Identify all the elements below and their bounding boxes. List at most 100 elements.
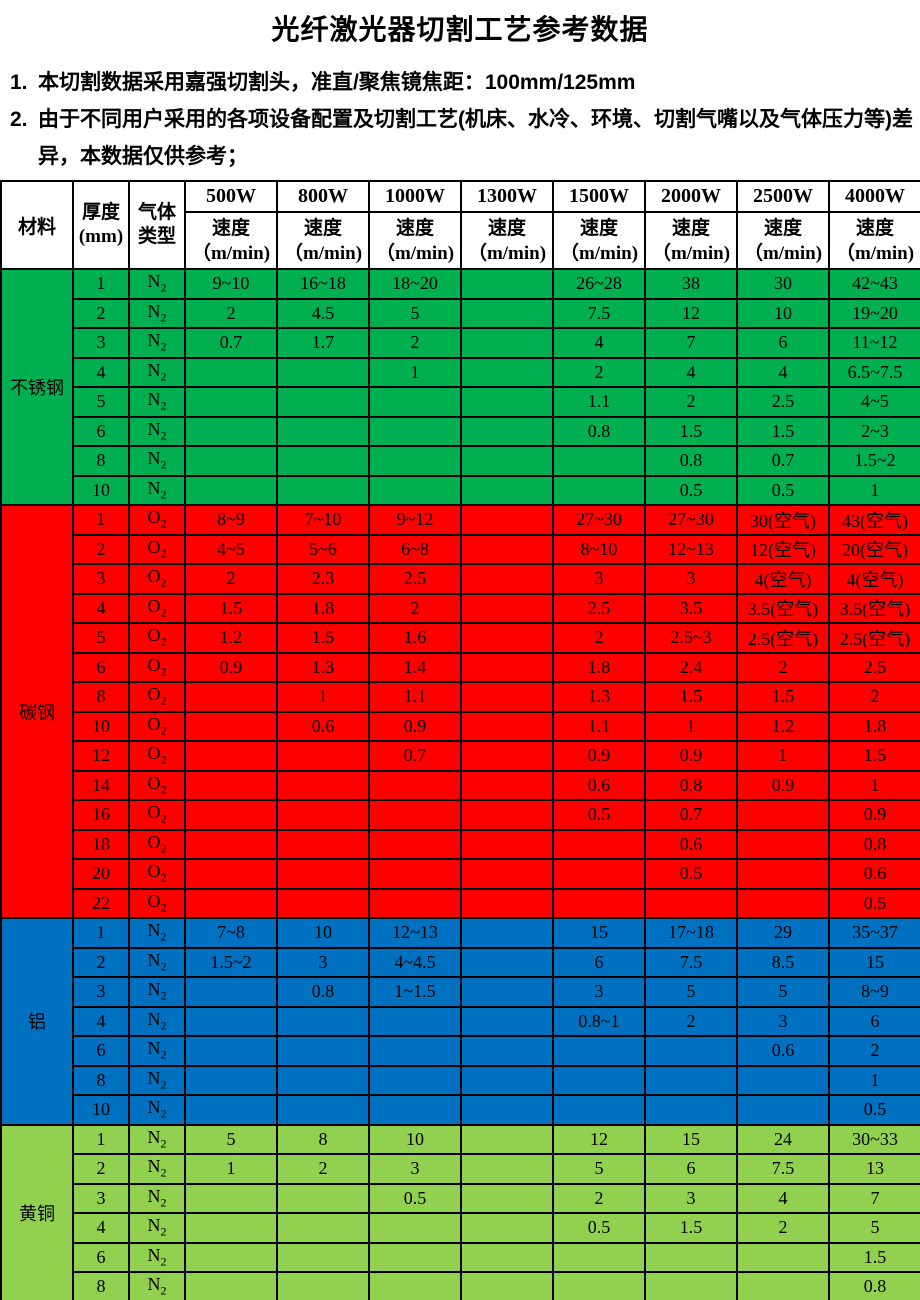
speed-cell: 12~13 xyxy=(368,917,462,949)
gas-type-cell: N2 xyxy=(128,946,186,978)
table-row: 3 N2 0.7 1.7 2 4 7 6 11~12 xyxy=(1,327,920,359)
speed-cell: 12(空气) xyxy=(736,533,830,565)
speed-cell: 2 xyxy=(552,622,646,654)
gas-type-cell: O2 xyxy=(128,858,186,890)
speed-cell: 0.8 xyxy=(644,445,738,477)
speed-cell xyxy=(184,415,278,447)
table-row: 碳钢 1 O2 8~9 7~10 9~12 27~30 27~30 30(空气) 43(空气) xyxy=(0,504,920,919)
speed-cell: 30(空气) xyxy=(736,504,830,536)
speed-cell xyxy=(460,1035,554,1067)
speed-cell xyxy=(460,327,554,359)
speed-cell: 2 xyxy=(184,297,278,329)
thickness-cell: 14 xyxy=(72,769,130,801)
speed-cell xyxy=(460,504,554,536)
speed-cell: 19~20 xyxy=(828,297,920,329)
speed-cell xyxy=(644,1035,738,1067)
speed-cell xyxy=(460,386,554,418)
speed-cell xyxy=(460,533,554,565)
thickness-cell: 1 xyxy=(72,504,130,536)
thickness-cell: 2 xyxy=(72,533,130,565)
speed-cell: 0.8 xyxy=(644,769,738,801)
gas-type-cell: N2 xyxy=(128,1064,186,1096)
speed-cell: 26~28 xyxy=(552,268,646,300)
table-row: 10 N2 0.5 xyxy=(1,1094,920,1126)
speed-cell: 12 xyxy=(644,297,738,329)
speed-cell: 8~10 xyxy=(552,533,646,565)
speed-cell xyxy=(184,710,278,742)
speed-cell: 2.5(空气) xyxy=(828,622,920,654)
speed-cell: 4 xyxy=(552,327,646,359)
gas-type-cell: O2 xyxy=(128,504,186,536)
speed-cell: 1.2 xyxy=(184,622,278,654)
speed-cell xyxy=(368,887,462,919)
table-row: 2 N2 1 2 3 5 6 7.5 13 xyxy=(1,1153,920,1185)
speed-cell: 1.5 xyxy=(828,1241,920,1273)
speed-cell: 42~43 xyxy=(828,268,920,300)
speed-cell: 0.5 xyxy=(368,1182,462,1214)
table-row: 4 N2 0.8~1 2 3 6 xyxy=(1,1005,920,1037)
table-row: 3 N2 0.5 2 3 4 7 xyxy=(1,1182,920,1214)
gas-type-cell: N2 xyxy=(128,474,186,506)
speed-cell: 0.6 xyxy=(828,858,920,890)
speed-cell: 3 xyxy=(644,1182,738,1214)
speed-cell: 1 xyxy=(644,710,738,742)
speed-cell: 1.8 xyxy=(276,592,370,624)
speed-cell: 1.1 xyxy=(552,386,646,418)
speed-unit-header: 速度 （m/min) xyxy=(552,211,646,270)
speed-cell xyxy=(460,710,554,742)
speed-unit-header: 速度 （m/min) xyxy=(644,211,738,270)
speed-cell: 1.3 xyxy=(276,651,370,683)
speed-cell xyxy=(552,828,646,860)
speed-cell: 35~37 xyxy=(828,917,920,949)
gas-type-cell: N2 xyxy=(128,1271,186,1300)
speed-cell: 6~8 xyxy=(368,533,462,565)
speed-cell: 1.5~2 xyxy=(828,445,920,477)
gas-type-cell: O2 xyxy=(128,622,186,654)
speed-cell: 0.8 xyxy=(828,828,920,860)
speed-unit-header: 速度 （m/min) xyxy=(828,211,920,270)
speed-cell: 4~5 xyxy=(184,533,278,565)
table-row: 12 O2 0.7 0.9 0.9 1 1.5 xyxy=(1,740,920,772)
speed-cell: 2 xyxy=(552,1182,646,1214)
page-title: 光纤激光器切割工艺参考数据 xyxy=(271,14,649,45)
table-row: 黄铜 1 N2 5 8 10 12 15 24 30~33 xyxy=(0,1123,920,1300)
speed-cell: 2 xyxy=(276,1153,370,1185)
gas-type-cell: O2 xyxy=(128,681,186,713)
gas-type-cell: N2 xyxy=(128,297,186,329)
speed-cell xyxy=(736,1241,830,1273)
speed-cell: 10 xyxy=(368,1123,462,1155)
speed-cell xyxy=(736,828,830,860)
speed-cell xyxy=(460,1064,554,1096)
speed-cell xyxy=(644,1271,738,1300)
speed-cell xyxy=(368,769,462,801)
speed-cell xyxy=(552,445,646,477)
gas-type-cell: N2 xyxy=(128,327,186,359)
cutting-data-table: 材料 厚度 (mm) 气体 类型 500W 800W 1000W 1300W 1500W… xyxy=(0,180,920,1300)
speed-cell: 6 xyxy=(552,946,646,978)
speed-cell xyxy=(368,828,462,860)
thickness-cell: 1 xyxy=(72,917,130,949)
material-label: 黄铜 xyxy=(0,1123,74,1300)
speed-cell xyxy=(276,1271,370,1300)
speed-cell xyxy=(552,887,646,919)
gas-type-cell: O2 xyxy=(128,563,186,595)
thickness-cell: 1 xyxy=(72,268,130,300)
speed-cell: 2.5 xyxy=(552,592,646,624)
gas-type-cell: N2 xyxy=(128,386,186,418)
speed-cell xyxy=(276,1035,370,1067)
speed-cell: 30~33 xyxy=(828,1123,920,1155)
speed-cell: 5 xyxy=(184,1123,278,1155)
notes-block: 1. 本切割数据采用嘉强切割头，准直/聚焦镜焦距：100mm/125mm 2. … xyxy=(10,64,914,175)
speed-cell: 8.5 xyxy=(736,946,830,978)
table-row: 4 O2 1.5 1.8 2 2.5 3.5 3.5(空气) 3.5(空气) xyxy=(1,592,920,624)
speed-cell xyxy=(184,799,278,831)
speed-cell: 1.8 xyxy=(828,710,920,742)
speed-cell: 38 xyxy=(644,268,738,300)
speed-cell xyxy=(736,858,830,890)
note-2: 2. 由于不同用户采用的各项设备配置及切割工艺(机床、水冷、环境、切割气嘴以及气… xyxy=(10,101,914,175)
speed-cell xyxy=(276,356,370,388)
speed-cell xyxy=(460,1271,554,1300)
table-row: 6 N2 0.8 1.5 1.5 2~3 xyxy=(1,415,920,447)
speed-cell: 7.5 xyxy=(644,946,738,978)
